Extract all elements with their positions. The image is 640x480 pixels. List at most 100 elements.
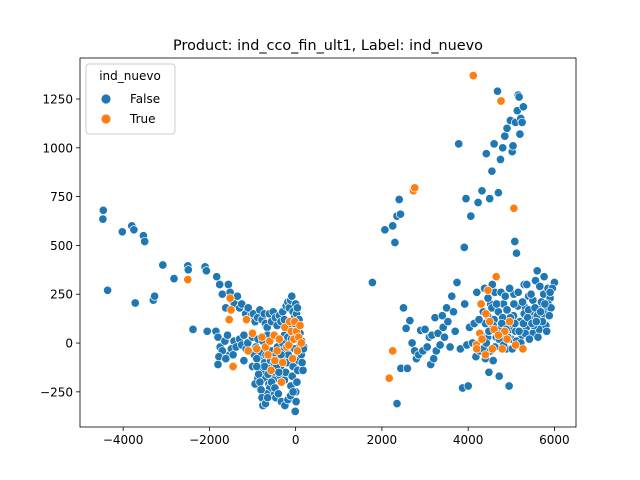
point-false-269 [515, 129, 525, 139]
point-true-47 [497, 344, 507, 354]
point-true-5 [241, 315, 252, 325]
point-false-5 [129, 225, 139, 235]
point-false-228 [472, 287, 482, 297]
legend-marker-false [100, 93, 112, 105]
point-false-181 [394, 194, 404, 205]
point-false-59 [292, 303, 302, 313]
point-true-43 [485, 317, 495, 327]
point-false-179 [390, 237, 400, 248]
point-false-268 [514, 92, 524, 102]
point-false-23 [223, 279, 233, 290]
point-false-239 [485, 194, 495, 204]
point-false-178 [388, 221, 398, 231]
point-true-34 [388, 346, 398, 356]
point-false-360 [514, 326, 524, 336]
point-false-319 [545, 287, 555, 297]
point-true-41 [481, 309, 491, 319]
point-true-55 [505, 317, 515, 327]
point-true-16 [278, 358, 288, 368]
point-false-222 [463, 381, 473, 391]
x-tick-label-5: 6000 [539, 433, 570, 447]
point-false-349 [533, 332, 543, 342]
point-false-19 [212, 272, 222, 282]
point-true-6 [257, 332, 267, 342]
point-false-11 [158, 260, 168, 270]
point-true-58 [472, 344, 482, 354]
plot-area [79, 57, 577, 428]
point-false-6 [130, 298, 140, 308]
x-axis: −4000 −2000 0 2000 4000 6000 [103, 427, 570, 447]
point-true-40 [477, 334, 487, 344]
point-false-152 [254, 369, 264, 379]
point-true-3 [224, 315, 234, 325]
point-false-8 [140, 236, 150, 247]
point-true-19 [284, 340, 294, 350]
point-false-158 [263, 393, 273, 403]
point-false-210 [445, 342, 455, 352]
point-false-182 [395, 209, 406, 219]
point-false-119 [297, 358, 307, 368]
point-true-32 [243, 346, 253, 356]
y-tick-label-3: 500 [50, 239, 73, 253]
x-tick-label-0: −4000 [103, 433, 144, 447]
point-true-26 [292, 346, 302, 356]
point-false-54 [287, 291, 297, 301]
point-false-335 [535, 281, 545, 291]
point-false-336 [539, 272, 549, 282]
point-true-57 [476, 299, 486, 309]
point-false-125 [228, 350, 238, 360]
point-false-242 [488, 356, 498, 366]
point-false-75 [239, 330, 249, 340]
axes-frame [79, 57, 577, 428]
point-false-246 [492, 86, 503, 96]
point-false-145 [273, 389, 283, 399]
point-true-14 [274, 334, 284, 344]
legend-label-true: True [129, 112, 156, 126]
point-false-327 [500, 291, 510, 301]
point-true-52 [480, 350, 490, 360]
legend: ind_nuevo False True [85, 63, 176, 135]
point-false-153 [255, 377, 265, 387]
point-false-247 [493, 188, 503, 198]
point-false-330 [513, 287, 523, 297]
point-true-56 [511, 340, 521, 350]
point-false-14 [183, 265, 193, 275]
point-true-45 [491, 272, 501, 282]
point-false-219 [460, 299, 470, 309]
point-false-31 [243, 303, 253, 313]
x-tick-label-1: −2000 [189, 433, 230, 447]
y-tick-label-1: 0 [65, 337, 73, 351]
y-tick-label-6: 1250 [42, 93, 73, 107]
point-false-188 [405, 316, 415, 326]
y-tick-label-5: 1000 [42, 141, 73, 155]
point-false-366 [540, 299, 550, 309]
point-true-13 [272, 346, 282, 356]
y-tick-label-0: −250 [40, 385, 73, 399]
point-false-1 [98, 214, 108, 224]
point-true-4 [228, 361, 238, 372]
x-tick-label-3: 2000 [367, 433, 398, 447]
y-axis: −250 0 250 500 750 1000 1250 [40, 93, 80, 399]
point-false-207 [439, 332, 450, 342]
point-false-21 [217, 289, 227, 299]
point-false-128 [252, 354, 262, 364]
point-false-150 [288, 387, 298, 397]
point-false-12 [169, 274, 179, 284]
point-false-249 [495, 154, 506, 165]
point-false-220 [461, 194, 471, 204]
point-false-18 [202, 326, 212, 336]
point-false-214 [452, 277, 462, 288]
point-true-42 [483, 285, 493, 295]
point-false-3 [117, 227, 127, 237]
point-false-195 [420, 324, 430, 334]
point-true-8 [263, 350, 273, 360]
point-false-367 [544, 311, 554, 321]
point-false-271 [517, 117, 527, 127]
point-false-187 [402, 363, 412, 373]
point-true-1 [225, 293, 235, 303]
point-false-10 [150, 291, 160, 301]
point-false-196 [422, 342, 432, 352]
point-false-365 [536, 307, 546, 317]
point-false-236 [481, 149, 491, 159]
